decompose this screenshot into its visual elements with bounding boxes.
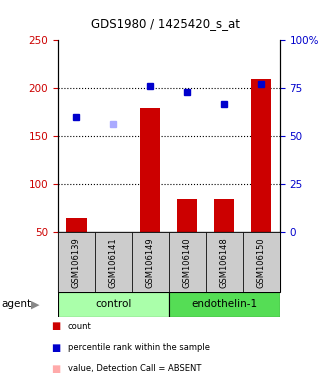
Bar xyxy=(95,232,132,292)
Bar xyxy=(132,232,169,292)
Text: count: count xyxy=(68,322,92,331)
Text: GSM106140: GSM106140 xyxy=(183,237,192,288)
Bar xyxy=(214,199,234,232)
Bar xyxy=(140,108,161,232)
Text: ■: ■ xyxy=(51,343,61,353)
Bar xyxy=(206,232,243,292)
Text: percentile rank within the sample: percentile rank within the sample xyxy=(68,343,210,352)
Text: GSM106148: GSM106148 xyxy=(220,237,229,288)
Text: endothelin-1: endothelin-1 xyxy=(191,299,257,310)
Bar xyxy=(58,232,95,292)
Text: control: control xyxy=(95,299,131,310)
Bar xyxy=(58,292,169,317)
Text: GSM106139: GSM106139 xyxy=(72,237,81,288)
Bar xyxy=(169,292,280,317)
Bar xyxy=(103,232,123,271)
Text: ■: ■ xyxy=(51,364,61,374)
Text: GSM106149: GSM106149 xyxy=(146,237,155,288)
Text: ▶: ▶ xyxy=(30,299,39,310)
Bar xyxy=(169,232,206,292)
Text: agent: agent xyxy=(2,299,32,310)
Text: GDS1980 / 1425420_s_at: GDS1980 / 1425420_s_at xyxy=(91,17,240,30)
Bar xyxy=(243,232,280,292)
Bar xyxy=(177,199,198,232)
Text: ■: ■ xyxy=(51,321,61,331)
Text: value, Detection Call = ABSENT: value, Detection Call = ABSENT xyxy=(68,364,201,373)
Text: GSM106141: GSM106141 xyxy=(109,237,118,288)
Bar xyxy=(251,79,271,232)
Bar xyxy=(66,218,87,232)
Text: GSM106150: GSM106150 xyxy=(257,237,266,288)
